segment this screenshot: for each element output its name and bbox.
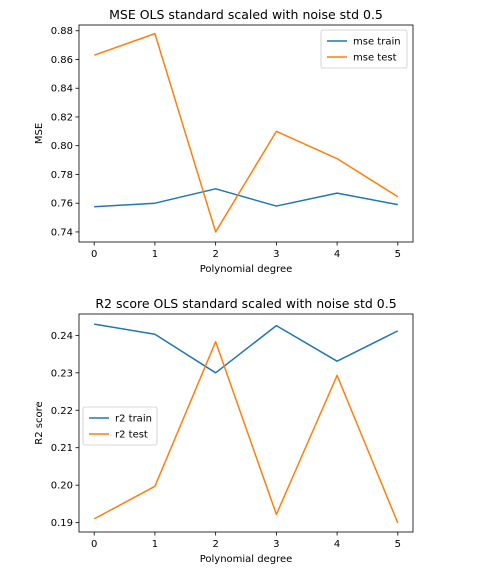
x-axis-label: Polynomial degree [200,264,293,275]
y-tick-label: 0.88 [51,26,73,37]
x-tick-label: 5 [395,539,401,550]
series-line-r2-train [94,323,399,374]
y-tick-label: 0.74 [51,227,73,238]
chart-2: 0 1 2 3 4 5 0.19 0.20 0.21 0.22 0.23 0.24 R2 score O… [34,296,414,565]
x-tick-label: 1 [152,539,158,550]
x-tick-label: 5 [395,249,401,260]
x-axis-label: Polynomial degree [200,554,293,565]
chart-title: R2 score OLS standard scaled with noise … [95,296,396,311]
x-tick-label: 3 [273,249,279,260]
legend-label: mse test [353,53,397,64]
x-tick-label: 1 [152,249,158,260]
y-tick-label: 0.21 [51,443,73,454]
y-tick-label: 0.22 [51,406,73,417]
y-tick-label: 0.76 [51,199,73,210]
legend-label: r2 train [115,414,152,425]
y-tick-label: 0.82 [51,112,73,123]
series-line-r2-test [93,340,399,524]
plot-frame [78,24,414,243]
y-tick-label: 0.20 [51,481,73,492]
chart-title: MSE OLS standard scaled with noise std 0… [109,7,383,22]
chart-1: 0 1 2 3 4 5 0.74 0.76 0.78 0.80 0.82 0.84 0.86 0.88 MS… [34,7,414,275]
series-line-mse-test [93,32,399,233]
legend-box [320,29,408,69]
x-tick-label: 2 [212,249,218,260]
plot-frame [78,313,414,533]
legend-box [82,406,158,446]
x-tick-label: 0 [91,539,97,550]
legend: mse train mse test [320,29,408,69]
x-tick-label: 4 [334,249,340,260]
legend-label: r2 test [115,430,148,441]
y-tick-label: 0.19 [51,518,73,529]
y-tick-label: 0.80 [51,141,73,152]
y-tick-label: 0.78 [51,170,73,181]
x-tick-label: 3 [273,539,279,550]
legend-label: mse train [353,37,401,48]
y-axis-label: MSE [34,123,45,144]
y-tick-label: 0.84 [51,84,73,95]
y-tick-label: 0.23 [51,368,73,379]
x-tick-label: 4 [334,539,340,550]
legend: r2 train r2 test [82,406,158,446]
x-tick-label: 0 [91,249,97,260]
y-tick-label: 0.86 [51,55,73,66]
series-line-mse-train [94,188,398,208]
y-tick-label: 0.24 [51,331,73,342]
x-tick-label: 2 [212,539,218,550]
y-axis-label: R2 score [34,401,45,444]
